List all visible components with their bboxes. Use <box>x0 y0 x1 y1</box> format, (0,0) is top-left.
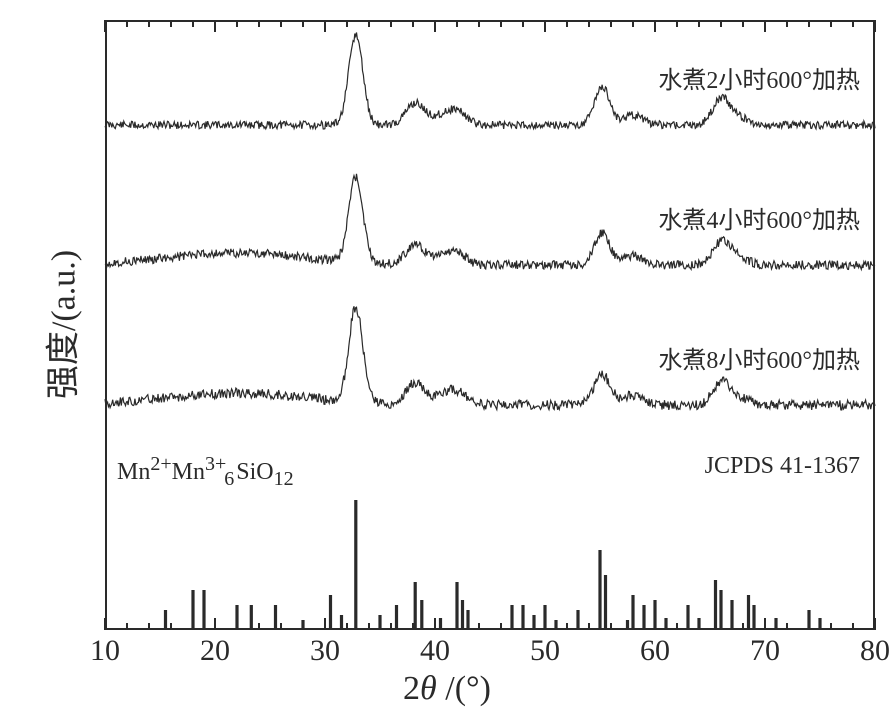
x-axis-label: 2θ /(°) <box>0 670 894 708</box>
x-tick-label: 70 <box>750 634 780 668</box>
x-tick-label: 10 <box>90 634 120 668</box>
x-tick-label: 80 <box>860 634 890 668</box>
formula-label: Mn2+Mn3+6SiO12 <box>117 453 294 491</box>
x-tick-label: 30 <box>310 634 340 668</box>
x-tick-label: 20 <box>200 634 230 668</box>
x-tick-label: 40 <box>420 634 450 668</box>
y-axis-label: 强度/(a.u.) <box>36 225 85 425</box>
x-tick-label: 60 <box>640 634 670 668</box>
series-label-1: 水煮4小时600°加热 <box>658 200 860 235</box>
axis-ticks <box>105 20 875 630</box>
x-tick-label: 50 <box>530 634 560 668</box>
xrd-figure: 强度/(a.u.) 10 20 30 40 50 60 70 80 2θ /(°) 水煮2小时… <box>0 0 894 715</box>
jcpds-label: JCPDS 41-1367 <box>705 453 860 480</box>
series-label-2: 水煮8小时600°加热 <box>658 340 860 375</box>
series-label-0: 水煮2小时600°加热 <box>658 60 860 95</box>
